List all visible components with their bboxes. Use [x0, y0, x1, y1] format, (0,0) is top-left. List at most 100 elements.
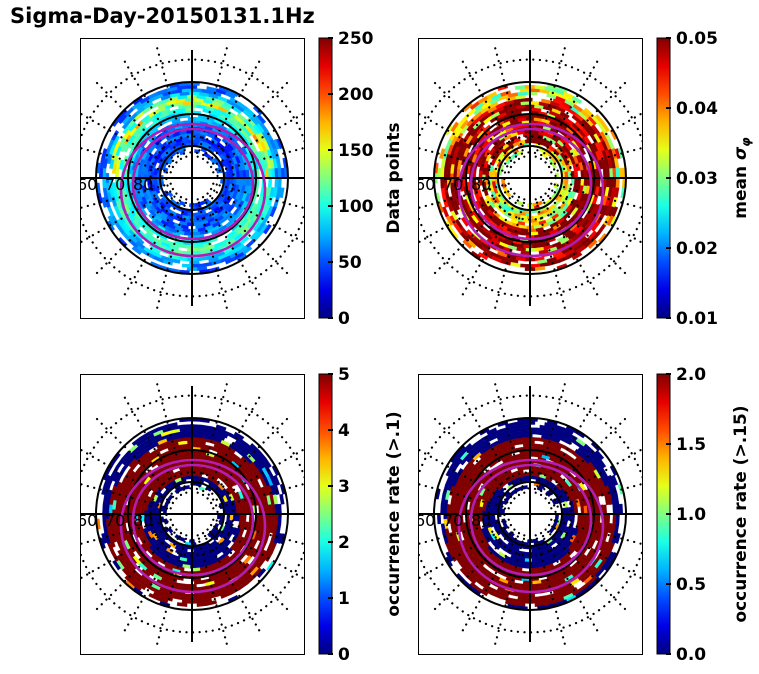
oval-boundary-equatorward — [119, 122, 267, 258]
dotted-grid-spoke — [196, 377, 230, 494]
colorbar-tick-label: 0.0 — [676, 645, 706, 665]
heatmap-cell — [606, 215, 615, 227]
dotted-grid-spoke — [80, 518, 172, 546]
heatmap-cell — [269, 206, 277, 218]
colorbar-gradient — [318, 37, 333, 319]
colorbar-tick-label: 150 — [338, 141, 374, 161]
heatmap-cell — [538, 249, 549, 255]
heatmap-cell — [563, 445, 574, 454]
heatmap-cell — [527, 427, 538, 432]
heatmap-cell — [531, 443, 542, 448]
heatmap-cell — [273, 196, 280, 208]
heatmap-cell — [201, 261, 213, 268]
heatmap-cell — [107, 206, 115, 218]
colorbar-gradient — [318, 373, 333, 655]
colorbar-tick-label: 1 — [338, 589, 350, 609]
heatmap-cell — [148, 592, 160, 601]
figure-title: Sigma-Day-20150131.1Hz — [10, 4, 315, 28]
plot-area: 60 70 80 — [77, 377, 304, 651]
polar-panel-bottom-left: 60 70 80 0 1 2 3 4 5 occurrence rate (>.1) — [77, 365, 404, 665]
dotted-grid-spoke — [201, 195, 264, 301]
heatmap-cell — [559, 111, 570, 119]
heatmap-cell — [263, 457, 272, 469]
dotted-grid-spoke — [80, 523, 175, 580]
heatmap-cell — [445, 551, 454, 563]
colorbar-tick-label: 0.5 — [676, 575, 706, 595]
heatmap-cell — [548, 527, 555, 534]
heatmap-cell — [571, 95, 583, 105]
heatmap-cell — [587, 239, 598, 249]
heatmap-cell — [191, 424, 203, 429]
colorbar-tick-label: 5 — [338, 365, 350, 385]
heatmap-cell — [273, 474, 281, 486]
heatmap-cell — [256, 567, 267, 579]
heatmap-cell — [215, 424, 227, 432]
dotted-grid-spoke — [154, 41, 188, 158]
colorbar-tick-label: 3 — [338, 477, 350, 497]
dotted-grid-spoke — [458, 531, 521, 637]
colorbar-tick-label: 0 — [338, 309, 350, 329]
oval-boundary-poleward — [469, 127, 593, 241]
heatmap-cell — [176, 602, 188, 607]
heatmap-cell — [268, 177, 273, 188]
axes-frame — [418, 38, 643, 319]
heatmap-cell — [529, 436, 540, 442]
colorbar-label: occurrence rate (>.1) — [384, 411, 404, 616]
dotted-grid-spoke — [429, 77, 516, 164]
heatmap-cell — [107, 215, 116, 227]
colorbar-tick-label: 0.02 — [676, 239, 718, 259]
latitude-label: 80 — [471, 175, 491, 194]
dotted-grid-spoke — [547, 523, 642, 580]
dotted-grid-spoke — [539, 195, 602, 301]
heatmap-cell — [174, 534, 181, 541]
dotted-grid-spoke — [196, 41, 230, 158]
heatmap-cell — [486, 427, 498, 436]
colorbar: 0 50 100 150 200 250 Data points — [318, 29, 404, 329]
dotted-grid-spoke — [196, 198, 230, 315]
dotted-grid-spoke — [80, 146, 172, 174]
latitude-label: 80 — [471, 511, 491, 530]
dotted-grid-spoke — [458, 195, 521, 301]
heatmap-cell — [224, 256, 236, 265]
latitude-label: 60 — [77, 511, 97, 530]
dotted-grid-spoke — [418, 518, 510, 546]
latitude-label: 70 — [105, 511, 125, 530]
heatmap-cell — [551, 162, 558, 170]
dotted-grid-spoke — [492, 377, 526, 494]
colorbar-tick-label: 2.0 — [676, 365, 706, 385]
dotted-grid-spoke — [418, 182, 510, 210]
heatmap-cell — [606, 513, 611, 524]
dotted-grid-spoke — [212, 146, 304, 174]
oval-boundary-poleward — [131, 463, 255, 577]
dotted-grid-spoke — [429, 192, 516, 279]
colorbar: 0.0 0.5 1.0 1.5 2.0 occurrence rate (>.15) — [656, 365, 751, 665]
heatmap-cell — [529, 100, 540, 106]
dotted-grid-spoke — [534, 534, 568, 651]
heatmap-cell — [534, 602, 546, 607]
dotted-grid-spoke — [547, 187, 642, 244]
dotted-grid-spoke — [492, 534, 526, 651]
dotted-grid-spoke — [429, 413, 516, 500]
heatmap-cell — [189, 427, 200, 432]
heatmap-cell — [279, 187, 285, 199]
heatmap-cell — [242, 513, 247, 523]
dotted-grid-spoke — [91, 413, 178, 500]
heatmap-cell — [191, 88, 203, 93]
dotted-grid-spoke — [80, 187, 175, 244]
oval-boundary-equatorward — [457, 458, 605, 594]
heatmap-cell — [233, 431, 245, 441]
polar-panel-top-right: 60 70 80 0.01 0.02 0.03 0.04 0.05 mean σφ — [418, 29, 753, 329]
heatmap-cell — [189, 91, 200, 96]
heatmap-cell — [519, 263, 531, 268]
dotted-grid-spoke — [547, 448, 642, 505]
colorbar-tick-label: 1.0 — [676, 505, 706, 525]
dotted-grid-spoke — [418, 112, 513, 169]
heatmap-cell — [521, 231, 531, 236]
colorbar-tick-label: 100 — [338, 197, 374, 217]
dotted-grid-spoke — [206, 192, 293, 279]
heatmap-cell — [196, 602, 208, 607]
oval-boundary-poleward — [469, 463, 593, 577]
heatmap-cell — [101, 533, 108, 544]
latitude-label: 60 — [415, 511, 435, 530]
